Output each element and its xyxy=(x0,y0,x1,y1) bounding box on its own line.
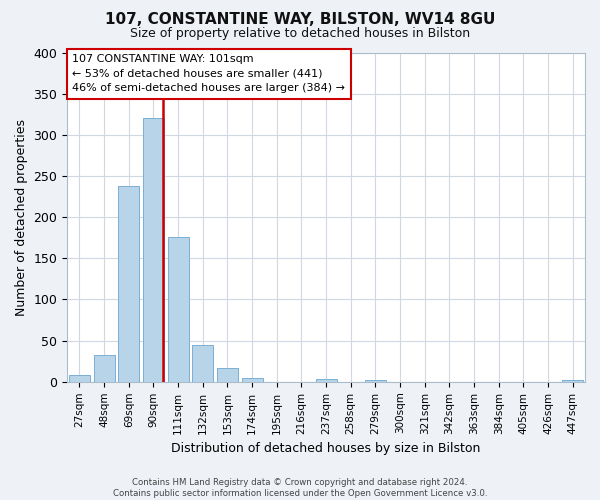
X-axis label: Distribution of detached houses by size in Bilston: Distribution of detached houses by size … xyxy=(172,442,481,455)
Bar xyxy=(365,380,386,382)
Bar xyxy=(167,237,188,382)
Text: Size of property relative to detached houses in Bilston: Size of property relative to detached ho… xyxy=(130,28,470,40)
Text: 107 CONSTANTINE WAY: 101sqm
← 53% of detached houses are smaller (441)
46% of se: 107 CONSTANTINE WAY: 101sqm ← 53% of det… xyxy=(73,54,346,93)
Text: 107, CONSTANTINE WAY, BILSTON, WV14 8GU: 107, CONSTANTINE WAY, BILSTON, WV14 8GU xyxy=(105,12,495,28)
Bar xyxy=(192,345,213,382)
Bar xyxy=(316,380,337,382)
Text: Contains HM Land Registry data © Crown copyright and database right 2024.
Contai: Contains HM Land Registry data © Crown c… xyxy=(113,478,487,498)
Bar xyxy=(118,186,139,382)
Bar xyxy=(242,378,263,382)
Bar xyxy=(69,375,90,382)
Bar xyxy=(143,118,164,382)
Bar xyxy=(94,356,115,382)
Y-axis label: Number of detached properties: Number of detached properties xyxy=(15,118,28,316)
Bar xyxy=(562,380,583,382)
Bar xyxy=(217,368,238,382)
